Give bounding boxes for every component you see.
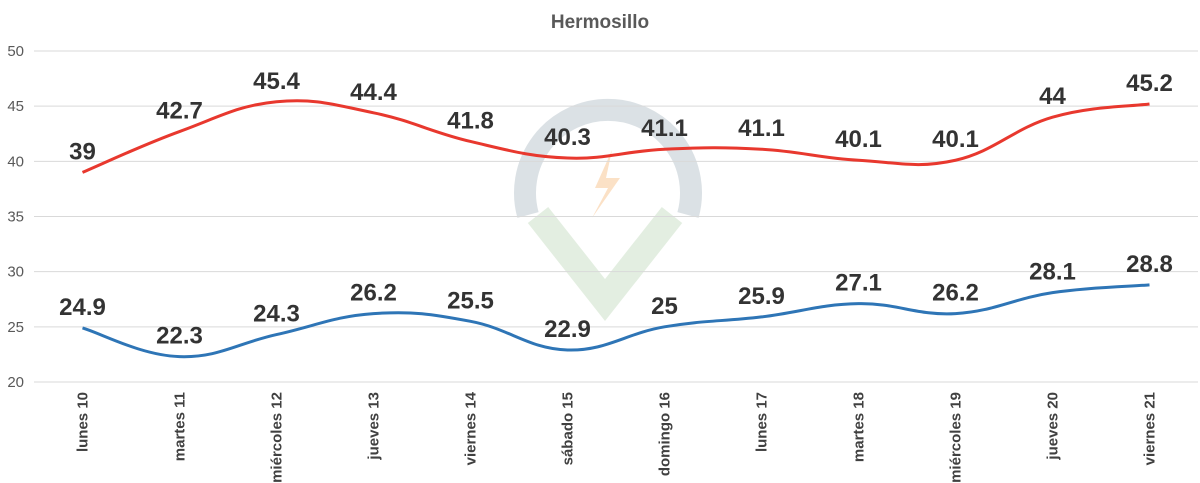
x-tick-label: sábado 15 [560, 392, 577, 465]
x-tick-label: jueves 20 [1045, 392, 1062, 461]
y-tick-label: 45 [7, 98, 24, 115]
x-tick-label: miércoles 12 [269, 392, 286, 483]
y-tick-label: 50 [7, 43, 24, 60]
x-tick-label: lunes 10 [75, 392, 92, 452]
data-label: 44.4 [350, 79, 397, 106]
x-tick-label: lunes 17 [754, 392, 771, 452]
data-label: 28.1 [1029, 259, 1076, 286]
y-tick-label: 20 [7, 374, 24, 391]
x-tick-label: jueves 13 [366, 392, 383, 461]
x-tick-label: martes 11 [172, 392, 189, 461]
data-label: 45.4 [253, 68, 300, 95]
data-label: 42.7 [156, 98, 203, 125]
data-label: 44 [1039, 83, 1066, 110]
data-label: 40.3 [544, 124, 591, 151]
data-label: 22.9 [544, 316, 591, 343]
data-label: 26.2 [350, 280, 397, 307]
x-tick-label: viernes 14 [463, 391, 480, 465]
data-label: 24.3 [253, 301, 300, 328]
series-line-min [82, 283, 1150, 359]
data-label: 25.9 [738, 283, 785, 310]
data-label: 25 [651, 293, 678, 320]
watermark-logo [514, 98, 702, 322]
data-label: 39 [69, 138, 96, 165]
data-label: 41.1 [641, 115, 688, 142]
data-label: 26.2 [932, 280, 979, 307]
data-label: 40.1 [932, 126, 979, 153]
data-label: 41.8 [447, 107, 494, 134]
y-tick-label: 30 [7, 264, 24, 281]
x-tick-label: martes 18 [851, 392, 868, 462]
data-label: 45.2 [1126, 70, 1173, 97]
x-tick-label: miércoles 19 [948, 392, 965, 483]
chart-title: Hermosillo [551, 12, 649, 33]
series-line-max [81, 99, 1150, 174]
data-label: 40.1 [835, 126, 882, 153]
y-tick-label: 40 [7, 153, 24, 170]
data-label: 24.9 [59, 294, 106, 321]
data-label: 28.8 [1126, 251, 1173, 278]
data-label: 41.1 [738, 115, 785, 142]
y-tick-label: 35 [7, 209, 24, 226]
data-label: 22.3 [156, 323, 203, 350]
data-label: 25.5 [447, 287, 494, 314]
x-tick-label: viernes 21 [1142, 392, 1159, 465]
x-tick-label: domingo 16 [657, 392, 674, 476]
y-tick-label: 25 [7, 319, 24, 336]
data-label: 27.1 [835, 270, 882, 297]
